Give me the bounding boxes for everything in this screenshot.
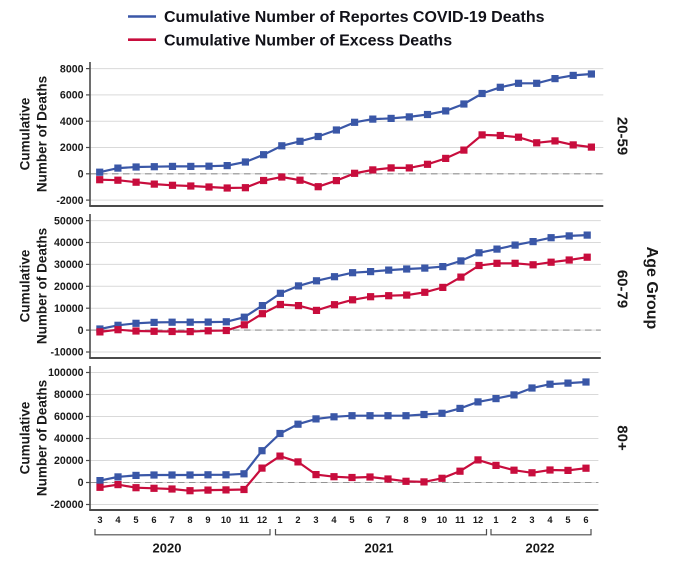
svg-text:Cumulative: Cumulative: [18, 249, 33, 322]
svg-text:6: 6: [151, 515, 156, 525]
svg-text:4: 4: [547, 515, 553, 525]
svg-text:60000: 60000: [54, 411, 84, 423]
svg-text:60-79: 60-79: [614, 270, 631, 308]
svg-text:10: 10: [437, 515, 447, 525]
svg-text:2: 2: [511, 515, 516, 525]
svg-text:4000: 4000: [60, 116, 84, 128]
svg-text:Cumulative Number of Excess De: Cumulative Number of Excess Deaths: [164, 32, 452, 49]
svg-text:2021: 2021: [365, 541, 394, 556]
svg-text:2: 2: [295, 515, 300, 525]
svg-text:7: 7: [169, 515, 174, 525]
svg-text:2020: 2020: [153, 541, 182, 556]
svg-text:11: 11: [455, 515, 465, 525]
svg-text:40000: 40000: [54, 433, 84, 445]
svg-text:2000: 2000: [60, 142, 84, 154]
svg-text:10000: 10000: [54, 303, 84, 315]
svg-text:Number of Deaths: Number of Deaths: [34, 380, 49, 496]
svg-text:40000: 40000: [54, 237, 84, 249]
svg-text:7: 7: [385, 515, 390, 525]
svg-text:Number of Deaths: Number of Deaths: [34, 228, 49, 344]
svg-text:8000: 8000: [60, 63, 84, 75]
svg-text:12: 12: [257, 515, 267, 525]
svg-text:80+: 80+: [614, 425, 631, 451]
svg-text:100000: 100000: [48, 367, 83, 379]
svg-text:50000: 50000: [54, 215, 84, 227]
svg-text:Cumulative: Cumulative: [18, 97, 33, 170]
svg-text:0: 0: [78, 477, 84, 489]
svg-text:30000: 30000: [54, 259, 84, 271]
svg-text:11: 11: [239, 515, 249, 525]
svg-text:4: 4: [115, 515, 121, 525]
svg-text:1: 1: [493, 515, 498, 525]
svg-text:Age Group: Age Group: [643, 247, 660, 330]
svg-text:3: 3: [529, 515, 534, 525]
svg-text:Cumulative Number of Reportes: Cumulative Number of Reportes COVID-19 D…: [164, 9, 545, 26]
svg-text:9: 9: [205, 515, 210, 525]
svg-text:0: 0: [78, 325, 84, 337]
svg-text:9: 9: [421, 515, 426, 525]
svg-text:4: 4: [331, 515, 337, 525]
svg-text:20000: 20000: [54, 455, 84, 467]
svg-text:Number of Deaths: Number of Deaths: [34, 76, 49, 192]
svg-text:-2000: -2000: [56, 195, 83, 207]
svg-text:0: 0: [78, 169, 84, 181]
svg-text:6000: 6000: [60, 90, 84, 102]
svg-text:80000: 80000: [54, 389, 84, 401]
svg-text:8: 8: [187, 515, 192, 525]
svg-text:Cumulative: Cumulative: [18, 401, 33, 474]
svg-text:3: 3: [313, 515, 318, 525]
svg-text:5: 5: [349, 515, 354, 525]
svg-text:6: 6: [583, 515, 588, 525]
svg-text:20000: 20000: [54, 281, 84, 293]
svg-text:8: 8: [403, 515, 408, 525]
svg-text:5: 5: [565, 515, 570, 525]
svg-text:5: 5: [133, 515, 138, 525]
svg-text:-10000: -10000: [51, 347, 84, 359]
svg-text:12: 12: [473, 515, 483, 525]
svg-text:3: 3: [97, 515, 102, 525]
svg-text:1: 1: [277, 515, 282, 525]
svg-text:20-59: 20-59: [614, 117, 631, 155]
svg-text:-20000: -20000: [51, 499, 84, 511]
svg-text:6: 6: [367, 515, 372, 525]
svg-text:2022: 2022: [526, 541, 555, 556]
svg-text:10: 10: [221, 515, 231, 525]
